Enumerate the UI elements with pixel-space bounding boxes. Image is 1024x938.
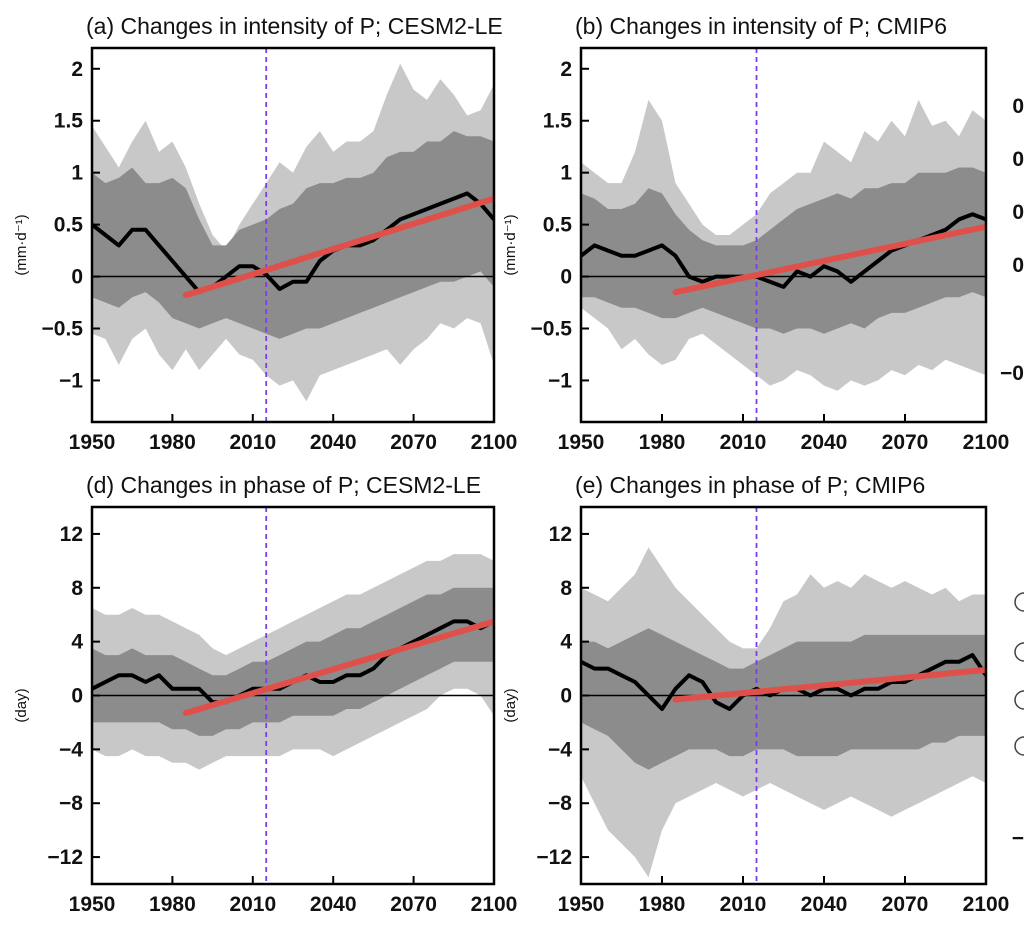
x-tick-label: 2010 [720, 893, 767, 916]
y-tick-label: 12 [549, 523, 572, 546]
x-tick-label: 1950 [69, 431, 116, 454]
y-tick-label: 0 [71, 685, 83, 708]
cropped-tick-label: −0 [1000, 362, 1024, 385]
x-tick-label: 1980 [639, 431, 686, 454]
band-inner [92, 587, 494, 736]
panel-title: (e) Changes in phase of P; CMIP6 [575, 472, 925, 498]
cropped-tick-label: 0 [1012, 254, 1024, 277]
y-tick-label: −8 [548, 792, 572, 815]
x-tick-label: 2010 [229, 893, 276, 916]
cropped-tick-label: 0 [1012, 201, 1024, 224]
panel-a: 1950 1980 2010 2040 2070 2100−1−0.500.511.52(… [13, 13, 517, 454]
cropped-tick-label: 0 [1012, 95, 1024, 118]
cropped-glyph [1014, 690, 1024, 710]
plot-area [581, 507, 986, 884]
right-edge-cropped-panel: 0 0 0 0 −0 − [1000, 95, 1024, 850]
cropped-glyph [1014, 642, 1024, 662]
cropped-glyph [1014, 736, 1024, 756]
y-tick-label: 8 [71, 577, 83, 600]
x-tick-label: 1980 [149, 431, 196, 454]
y-tick-label: 12 [60, 523, 83, 546]
mean-series-line [92, 191, 494, 295]
y-tick-label: 1.5 [54, 110, 84, 133]
x-tick-label: 1950 [558, 431, 605, 454]
band-inner [581, 628, 986, 770]
x-tick-label: 1980 [639, 893, 686, 916]
y-tick-label: 8 [560, 577, 572, 600]
y-tick-label: 0 [560, 685, 572, 708]
y-tick-label: −1 [59, 369, 83, 392]
x-tick-label: 2070 [882, 893, 929, 916]
panel-title: (a) Changes in intensity of P; CESM2-LE [86, 13, 503, 39]
x-tick-label: 2100 [471, 893, 518, 916]
x-tick-label: 2070 [882, 431, 929, 454]
y-tick-label: −0.5 [531, 318, 573, 341]
x-tick-label: 2100 [963, 431, 1010, 454]
panel-d: 1950 1980 2010 2040 2070 2100 −12 −8 −4 0 4 8 12 (day… [13, 472, 517, 916]
x-tick-label: 2040 [310, 893, 357, 916]
x-tick-label: 2070 [390, 431, 437, 454]
y-tick-label: −8 [59, 792, 83, 815]
cropped-tick-label: 0 [1012, 148, 1024, 171]
y-tick-label: 1.5 [543, 110, 573, 133]
cropped-tick-label: − [1012, 827, 1024, 850]
plot-area [92, 507, 494, 884]
x-tick-label: 1950 [69, 893, 116, 916]
trend-line [672, 223, 986, 296]
x-tick-label: 2100 [963, 893, 1010, 916]
x-tick-label: 1950 [558, 893, 605, 916]
x-tick-label: 2070 [390, 893, 437, 916]
panel-e: 1950 1980 2010 2040 2070 2100 −12 −8 −4 0 4 8 12 (day… [502, 472, 1009, 916]
x-tick-label: 2100 [471, 431, 518, 454]
y-axis-label: (mm·d⁻¹) [13, 214, 30, 275]
x-tick-label: 1980 [149, 893, 196, 916]
y-axis-label: (day) [502, 688, 519, 722]
panel-title: (d) Changes in phase of P; CESM2-LE [86, 472, 481, 498]
plot-area [581, 48, 986, 422]
y-tick-label: −12 [47, 846, 83, 869]
y-tick-label: 0 [71, 266, 83, 289]
y-tick-label: 4 [71, 631, 83, 654]
plot-frame [579, 46, 988, 424]
plot-frame [90, 46, 496, 424]
y-tick-label: 1 [560, 162, 572, 185]
y-axis-label: (mm·d⁻¹) [502, 214, 519, 275]
y-tick-label: 1 [71, 162, 83, 185]
x-tick-label: 2010 [720, 431, 767, 454]
cropped-glyph [1014, 592, 1024, 612]
panel-title: (b) Changes in intensity of P; CMIP6 [575, 13, 947, 39]
y-tick-label: 2 [71, 58, 83, 81]
y-axis-label: (day) [13, 688, 30, 722]
y-tick-label: 0.5 [543, 214, 573, 237]
y-tick-label: −0.5 [42, 318, 84, 341]
y-tick-label: 0 [560, 266, 572, 289]
trend-line [182, 195, 494, 299]
trend-line [182, 618, 494, 717]
y-tick-label: 0.5 [54, 214, 84, 237]
y-tick-label: −1 [548, 369, 572, 392]
x-tick-label: 2040 [801, 893, 848, 916]
y-tick-label: −12 [536, 846, 572, 869]
plot-area [92, 48, 494, 422]
trend-line [672, 666, 986, 703]
x-tick-label: 2040 [801, 431, 848, 454]
y-tick-label: 2 [560, 58, 572, 81]
y-tick-label: −4 [59, 738, 83, 761]
panel-b: 1950 1980 2010 2040 2070 2100−1−0.500.511.52(… [502, 13, 1009, 454]
x-tick-label: 2040 [310, 431, 357, 454]
y-tick-label: −4 [548, 738, 572, 761]
y-tick-label: 4 [560, 631, 572, 654]
x-tick-label: 2010 [229, 431, 276, 454]
